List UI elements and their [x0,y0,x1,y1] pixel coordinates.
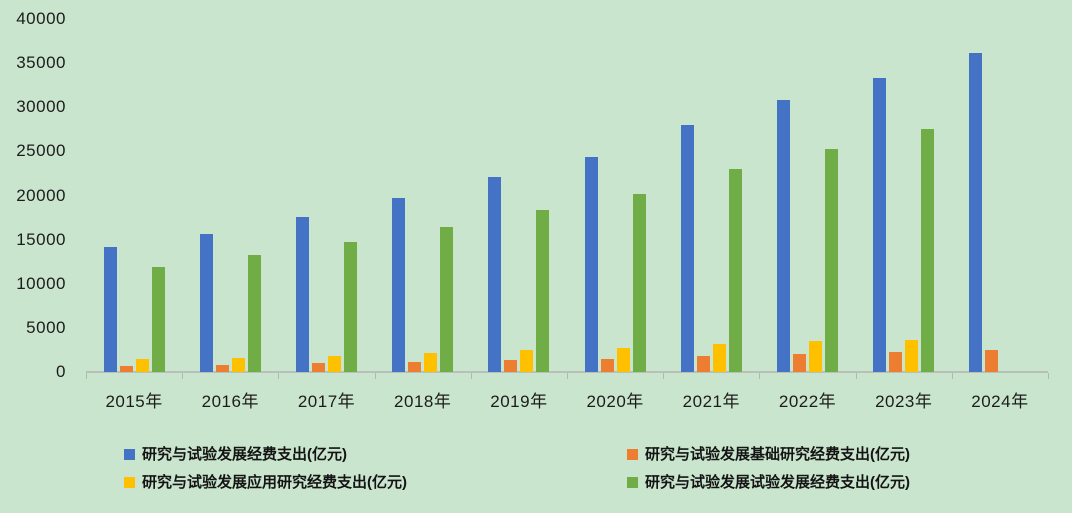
bar-group-2018 [375,19,471,372]
bar-series4-2023 [921,129,935,372]
bar-group-2019 [471,19,567,372]
x-axis: 2015年 2016年 2017年 2018年 2019年 2020年 2021年 2022年… [86,387,1048,412]
bar-series2-2020 [600,359,614,372]
bar-series2-2017 [312,363,325,372]
bar-series1-2022 [777,100,791,372]
axis-tick-mark [663,373,664,379]
y-axis-tick-label: 10000 [16,273,66,293]
axis-tick-mark [952,373,953,379]
y-axis-tick-label: 25000 [16,141,66,161]
x-axis-label: 2024年 [971,392,1029,411]
y-axis-tick-label: 35000 [16,53,66,73]
bar-series3-2023 [905,340,919,372]
bar-group-2015 [86,19,182,372]
bar-group-2023 [856,19,952,372]
x-axis-label: 2021年 [682,392,740,411]
legend-swatch-icon [627,477,638,488]
bar-series3-2020 [616,348,630,372]
bar-series1-2021 [680,125,694,372]
plot-area [86,19,1049,379]
bar-group-2020 [567,19,663,372]
bar-series3-2018 [424,353,438,372]
bar-series2-2022 [793,354,807,372]
bar-series2-2018 [408,362,422,372]
legend-label: 研究与试验发展经费支出(亿元) [142,446,347,463]
bar-series3-2019 [520,350,534,372]
bar-series2-2015 [119,366,133,372]
bar-series1-2018 [392,198,406,372]
axis-tick-mark [86,373,87,379]
bar-series4-2017 [344,242,357,372]
legend-swatch-icon [124,449,135,460]
bar-series1-2020 [584,157,598,372]
bar-series1-2015 [103,247,117,372]
axis-tick-mark [567,373,568,379]
legend-item-series2: 研究与试验发展基础研究经费支出(亿元) [627,446,910,463]
x-axis-label: 2017年 [297,392,356,411]
bar-group-2017 [278,19,374,372]
legend-label: 研究与试验发展基础研究经费支出(亿元) [645,446,910,463]
x-axis-label: 2019年 [490,392,548,411]
y-axis-tick-label: 0 [56,362,66,381]
legend-label: 研究与试验发展应用研究经费支出(亿元) [142,474,407,491]
x-axis-label: 2020年 [586,392,644,411]
axis-tick-mark [471,373,472,379]
legend-item-series4: 研究与试验发展试验发展经费支出(亿元) [627,474,910,491]
bar-series4-2020 [632,194,646,372]
axis-tick-mark [375,373,376,379]
y-axis: 0 5000 10000 15000 20000 25000 30000 35000 40000 [0,0,66,400]
bar-series3-2021 [712,344,726,372]
legend-item-series1: 研究与试验发展经费支出(亿元) [124,446,347,463]
x-axis-label: 2018年 [394,392,452,411]
axis-tick-mark [278,373,279,379]
axis-tick-mark [856,373,857,379]
x-axis-line [86,371,1048,373]
legend-swatch-icon [627,449,638,460]
x-axis-label: 2023年 [875,392,933,411]
bar-group-2024 [952,19,1048,372]
bar-groups [86,19,1048,372]
bar-series4-2018 [440,227,454,372]
bar-series4-2022 [825,149,839,372]
y-axis-tick-label: 20000 [16,185,66,205]
bar-group-2016 [182,19,278,372]
y-axis-tick-label: 15000 [16,229,66,249]
legend-item-series3: 研究与试验发展应用研究经费支出(亿元) [124,474,407,491]
y-axis-tick-label: 5000 [26,317,66,337]
axis-tick-mark [1048,373,1049,379]
axis-tick-mark [182,373,183,379]
y-axis-tick-label: 40000 [16,9,66,28]
bar-series2-2021 [696,356,710,372]
axis-tick-mark [759,373,760,379]
bar-series3-2017 [328,356,341,372]
x-axis-label: 2016年 [201,392,259,411]
bar-series2-2023 [889,352,903,372]
bar-series1-2017 [296,217,309,372]
bar-series2-2019 [504,360,518,372]
x-axis-label: 2022年 [778,392,837,411]
bar-series2-2024 [985,350,999,372]
bar-series4-2016 [247,255,261,372]
bar-series3-2015 [135,359,149,372]
bar-series1-2024 [969,53,983,372]
bar-series2-2016 [215,365,229,372]
bar-series1-2019 [488,177,502,372]
bar-group-2022 [759,19,855,372]
bar-series3-2022 [809,341,823,372]
bar-group-2021 [663,19,759,372]
bar-series4-2021 [728,169,742,372]
bar-series4-2015 [151,267,165,372]
legend-swatch-icon [124,477,135,488]
legend-label: 研究与试验发展试验发展经费支出(亿元) [645,474,910,491]
bar-series3-2016 [231,358,245,372]
y-axis-tick-label: 30000 [16,97,66,117]
bar-series1-2023 [873,78,887,372]
x-axis-label: 2015年 [105,392,163,411]
bar-series1-2016 [199,234,213,372]
bar-series4-2019 [536,210,550,372]
